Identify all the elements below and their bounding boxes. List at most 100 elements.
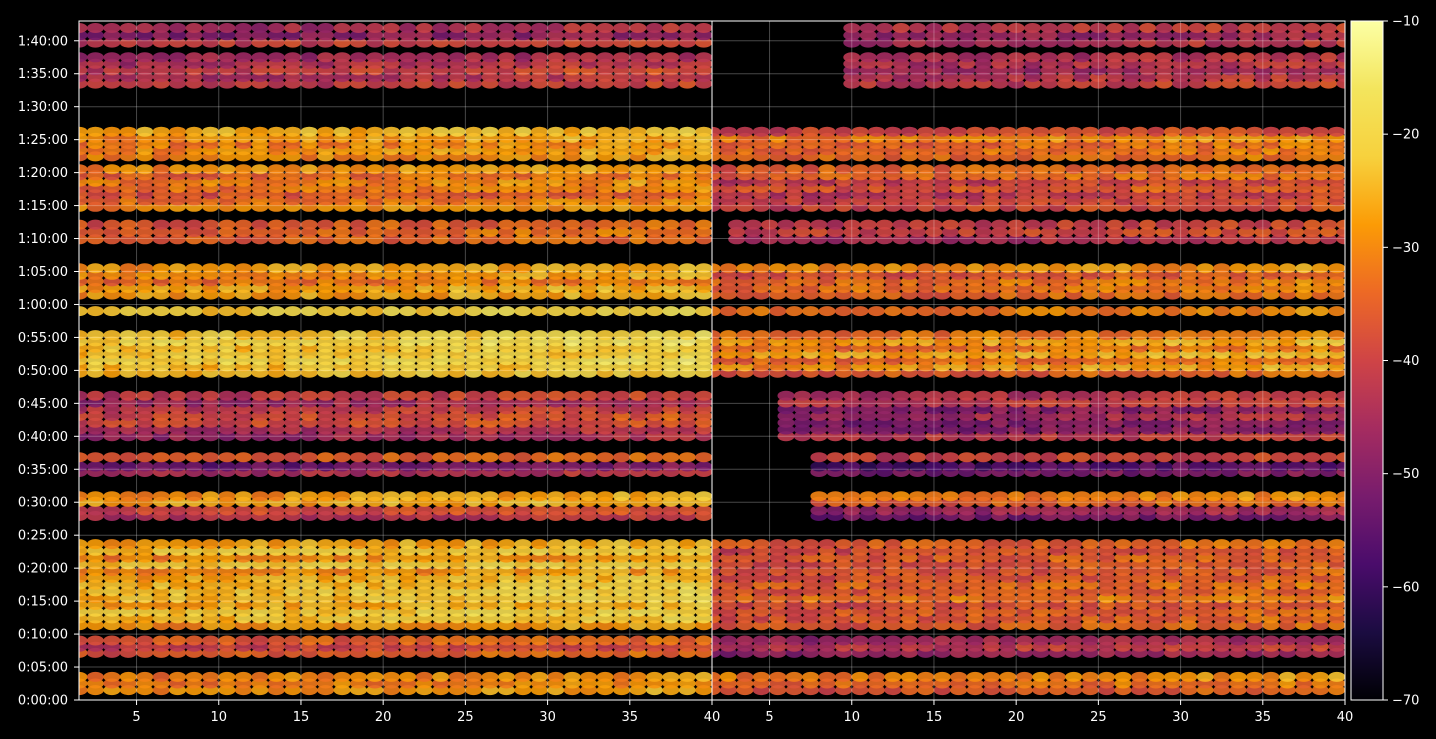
- heatmap-cell: [1040, 234, 1058, 245]
- heatmap-cell: [547, 461, 565, 472]
- heatmap-cell: [1114, 263, 1132, 274]
- heatmap-cell: [152, 635, 170, 646]
- heatmap-cell: [859, 234, 877, 245]
- heatmap-cell: [415, 30, 433, 41]
- heatmap-cell: [1089, 234, 1107, 245]
- heatmap-cell: [596, 219, 614, 230]
- heatmap-cell: [547, 491, 565, 502]
- heatmap-cell: [580, 452, 598, 463]
- heatmap-cell: [119, 491, 137, 502]
- heatmap-cell: [736, 306, 754, 317]
- heatmap-cell: [1229, 263, 1247, 274]
- heatmap-cell: [1254, 461, 1272, 472]
- heatmap-cell: [719, 306, 737, 317]
- heatmap-cell: [300, 23, 318, 33]
- heatmap-cell: [333, 164, 351, 175]
- heatmap-cell: [382, 491, 400, 502]
- heatmap-cell: [185, 219, 203, 230]
- heatmap-cell: [596, 671, 614, 682]
- heatmap-cell: [646, 164, 663, 175]
- heatmap-cell: [79, 491, 88, 502]
- heatmap-cell: [498, 227, 515, 237]
- heatmap-cell: [646, 452, 663, 463]
- heatmap-cell: [1024, 461, 1042, 472]
- heatmap-cell: [983, 635, 1000, 646]
- heatmap-cell: [678, 390, 696, 401]
- heatmap-cell: [1139, 452, 1157, 463]
- heatmap-cell: [1048, 306, 1066, 317]
- heatmap-cell: [991, 234, 1009, 245]
- heatmap-cell: [465, 390, 483, 401]
- heatmap-cell: [152, 539, 170, 550]
- heatmap-cell: [547, 539, 565, 550]
- heatmap-cell: [1336, 390, 1345, 401]
- heatmap-cell: [1015, 635, 1033, 646]
- heatmap-cell: [1065, 671, 1083, 682]
- heatmap-cell: [580, 23, 598, 33]
- heatmap-cell: [514, 219, 532, 230]
- heatmap-cell: [793, 390, 811, 401]
- heatmap-cell: [646, 219, 663, 230]
- heatmap-cell: [514, 164, 532, 175]
- heatmap-cell: [169, 452, 187, 463]
- heatmap-cell: [432, 52, 450, 63]
- heatmap-cell: [234, 227, 252, 237]
- heatmap-cell: [712, 330, 721, 341]
- heatmap-cell: [267, 491, 285, 502]
- heatmap-cell: [1106, 505, 1124, 516]
- heatmap-cell: [1089, 219, 1107, 230]
- heatmap-cell: [835, 306, 852, 317]
- heatmap-cell: [317, 390, 335, 401]
- heatmap-cell: [958, 219, 976, 230]
- heatmap-cell: [629, 37, 647, 48]
- heatmap-cell: [169, 461, 187, 472]
- heatmap-cell: [1196, 263, 1214, 274]
- heatmap-cell: [432, 23, 450, 33]
- heatmap-cell: [851, 164, 869, 175]
- heatmap-cell: [267, 23, 285, 33]
- heatmap-cell: [1229, 635, 1247, 646]
- heatmap-cell: [1254, 234, 1272, 245]
- heatmap-cell: [432, 227, 450, 237]
- heatmap-cell: [382, 227, 400, 237]
- heatmap-cell: [1213, 164, 1231, 175]
- heatmap-cell: [826, 227, 844, 237]
- heatmap-cell: [646, 671, 663, 682]
- heatmap-cell: [547, 30, 565, 41]
- heatmap-cell: [826, 461, 844, 472]
- heatmap-cell: [1048, 164, 1066, 175]
- heatmap-cell: [1270, 234, 1288, 245]
- heatmap-cell: [202, 227, 219, 237]
- heatmap-cell: [481, 263, 499, 274]
- heatmap-cell: [185, 126, 203, 137]
- heatmap-cell: [284, 539, 302, 550]
- heatmap-cell: [925, 452, 943, 463]
- heatmap-cell: [1106, 219, 1124, 230]
- heatmap-cell: [465, 671, 483, 682]
- heatmap-cell: [399, 126, 417, 137]
- heatmap-cell: [712, 671, 721, 682]
- heatmap-cell: [983, 539, 1000, 550]
- heatmap-cell: [317, 452, 335, 463]
- heatmap-cell: [119, 635, 137, 646]
- heatmap-cell: [1065, 164, 1083, 175]
- heatmap-cell: [1295, 539, 1313, 550]
- heatmap-cell: [1024, 219, 1042, 230]
- heatmap-cell: [1024, 227, 1042, 237]
- heatmap-cell: [399, 461, 417, 472]
- heatmap-cell: [366, 330, 384, 341]
- heatmap-cell: [736, 263, 754, 274]
- heatmap-cell: [925, 234, 943, 245]
- heatmap-cell: [678, 30, 696, 41]
- heatmap-cell: [481, 52, 499, 63]
- heatmap-cell: [1139, 491, 1157, 502]
- heatmap-cell: [1188, 234, 1206, 245]
- heatmap-cell: [79, 23, 88, 33]
- heatmap-cell: [498, 505, 515, 516]
- heatmap-cell: [1279, 539, 1296, 550]
- heatmap-cell: [432, 234, 450, 245]
- heatmap-cell: [333, 505, 351, 516]
- heatmap-cell: [596, 37, 614, 48]
- heatmap-cell: [950, 263, 968, 274]
